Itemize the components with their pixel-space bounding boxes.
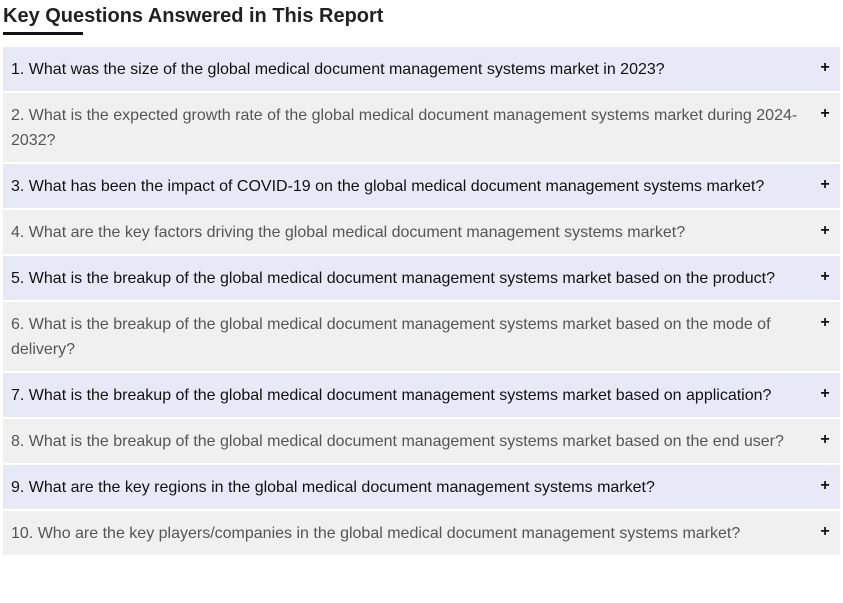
faq-question: 2. What is the expected growth rate of t… [11, 107, 798, 149]
plus-icon[interactable]: + [820, 477, 830, 494]
faq-item-4[interactable]: 4. What are the key factors driving the … [3, 210, 840, 254]
section-title: Key Questions Answered in This Report [3, 5, 384, 27]
faq-question: 7. What is the breakup of the global med… [11, 387, 772, 404]
title-underline [3, 32, 83, 35]
faq-question: 10. Who are the key players/companies in… [11, 525, 741, 542]
faq-item-8[interactable]: 8. What is the breakup of the global med… [3, 419, 840, 463]
faq-item-7[interactable]: 7. What is the breakup of the global med… [3, 373, 840, 417]
faq-question: 8. What is the breakup of the global med… [11, 433, 784, 450]
plus-icon[interactable]: + [820, 176, 830, 193]
faq-item-2[interactable]: 2. What is the expected growth rate of t… [3, 93, 840, 162]
faq-item-3[interactable]: 3. What has been the impact of COVID-19 … [3, 164, 840, 208]
faq-item-6[interactable]: 6. What is the breakup of the global med… [3, 302, 840, 371]
faq-question: 4. What are the key factors driving the … [11, 224, 686, 241]
plus-icon[interactable]: + [820, 431, 830, 448]
faq-item-10[interactable]: 10. Who are the key players/companies in… [3, 511, 840, 555]
plus-icon[interactable]: + [820, 385, 830, 402]
faq-item-1[interactable]: 1. What was the size of the global medic… [3, 47, 840, 91]
plus-icon[interactable]: + [820, 105, 830, 122]
plus-icon[interactable]: + [820, 523, 830, 540]
plus-icon[interactable]: + [820, 268, 830, 285]
faq-question: 6. What is the breakup of the global med… [11, 316, 771, 358]
faq-list: 1. What was the size of the global medic… [3, 47, 840, 557]
plus-icon[interactable]: + [820, 222, 830, 239]
plus-icon[interactable]: + [820, 314, 830, 331]
faq-item-9[interactable]: 9. What are the key regions in the globa… [3, 465, 840, 509]
faq-question: 5. What is the breakup of the global med… [11, 270, 775, 287]
faq-question: 1. What was the size of the global medic… [11, 61, 665, 78]
plus-icon[interactable]: + [820, 59, 830, 76]
faq-item-5[interactable]: 5. What is the breakup of the global med… [3, 256, 840, 300]
faq-question: 9. What are the key regions in the globa… [11, 479, 655, 496]
faq-question: 3. What has been the impact of COVID-19 … [11, 178, 765, 195]
